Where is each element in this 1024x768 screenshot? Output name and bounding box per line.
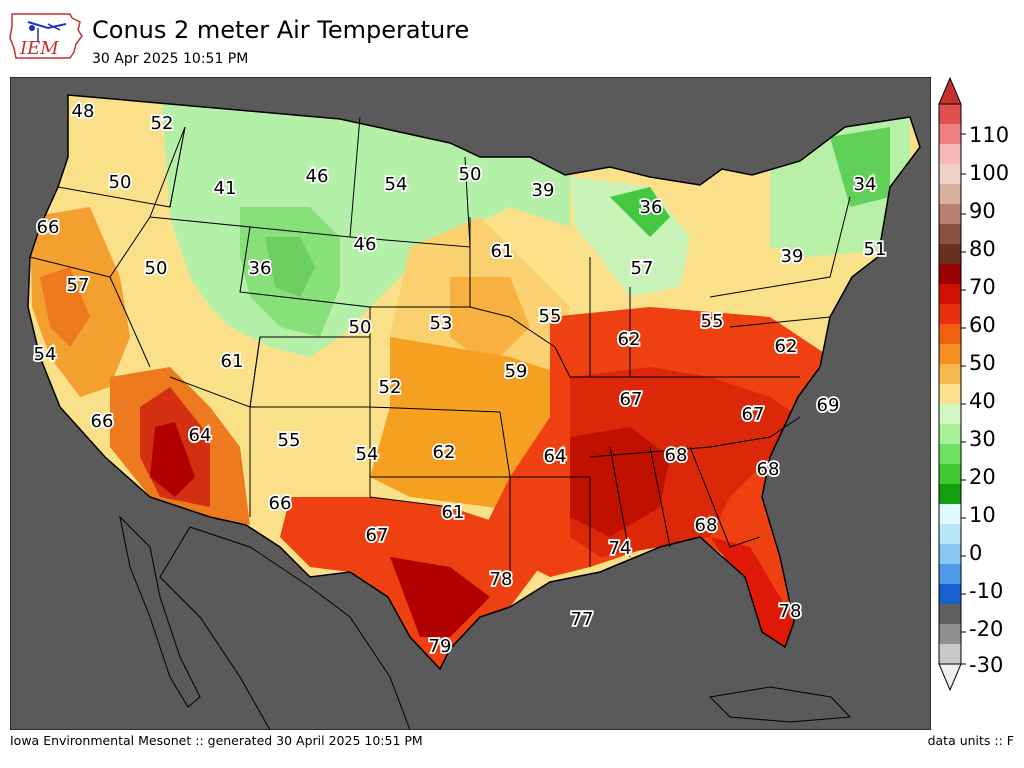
station-value: 48 bbox=[72, 101, 95, 122]
colorbar-tick: 110 bbox=[969, 123, 1009, 147]
station-value: 53 bbox=[430, 313, 453, 334]
station-value: 68 bbox=[665, 445, 688, 466]
station-value: 68 bbox=[695, 515, 718, 536]
station-value: 74 bbox=[609, 538, 632, 559]
temperature-colorbar: 110 100 90 80 70 60 50 40 30 20 10 0 -10… bbox=[938, 76, 1009, 692]
station-value: 57 bbox=[631, 258, 654, 279]
colorbar-tick: -20 bbox=[969, 617, 1003, 641]
station-value: 67 bbox=[366, 525, 389, 546]
station-value: 34 bbox=[854, 174, 877, 195]
station-value: 57 bbox=[67, 275, 90, 296]
station-value: 78 bbox=[490, 569, 513, 590]
station-value: 66 bbox=[37, 217, 60, 238]
station-value: 61 bbox=[442, 502, 465, 523]
iem-logo: IEM bbox=[9, 13, 83, 59]
colorbar-tick: 0 bbox=[969, 541, 982, 565]
station-value: 77 bbox=[571, 609, 594, 630]
station-value: 54 bbox=[356, 444, 379, 465]
station-value: 67 bbox=[620, 389, 643, 410]
station-value: 46 bbox=[306, 166, 329, 187]
map-timestamp: 30 Apr 2025 10:51 PM bbox=[92, 51, 249, 67]
station-value-labels: 48 52 50 41 46 54 50 39 36 34 66 57 50 3… bbox=[32, 99, 888, 659]
station-value: 52 bbox=[151, 113, 174, 134]
station-value: 64 bbox=[544, 446, 567, 467]
station-value: 55 bbox=[539, 306, 562, 327]
station-value: 78 bbox=[779, 601, 802, 622]
station-value: 50 bbox=[349, 317, 372, 338]
colorbar-tick: 20 bbox=[969, 465, 996, 489]
colorbar-tick: 80 bbox=[969, 237, 996, 261]
station-value: 62 bbox=[433, 442, 456, 463]
station-value: 54 bbox=[34, 344, 57, 365]
colorbar-tick: 10 bbox=[969, 503, 996, 527]
station-value: 54 bbox=[385, 174, 408, 195]
colorbar-tick: -30 bbox=[969, 653, 1003, 677]
station-value: 50 bbox=[145, 258, 168, 279]
colorbar-tick: 100 bbox=[969, 161, 1009, 185]
station-value: 64 bbox=[189, 425, 212, 446]
map-title: Conus 2 meter Air Temperature bbox=[92, 16, 470, 44]
station-value: 39 bbox=[532, 180, 555, 201]
station-value: 59 bbox=[505, 361, 528, 382]
logo-text: IEM bbox=[19, 38, 59, 59]
station-value: 79 bbox=[429, 636, 452, 657]
station-value: 36 bbox=[249, 258, 272, 279]
station-value: 62 bbox=[618, 329, 641, 350]
footer-units: data units :: F bbox=[927, 733, 1014, 748]
station-value: 52 bbox=[379, 377, 402, 398]
station-value: 50 bbox=[459, 164, 482, 185]
temperature-map: 48 52 50 41 46 54 50 39 36 34 66 57 50 3… bbox=[10, 77, 931, 730]
station-value: 50 bbox=[109, 172, 132, 193]
footer-credit: Iowa Environmental Mesonet :: generated … bbox=[10, 733, 423, 748]
station-value: 68 bbox=[757, 459, 780, 480]
station-value: 66 bbox=[91, 411, 114, 432]
colorbar-tick: -10 bbox=[969, 579, 1003, 603]
station-value: 55 bbox=[278, 430, 301, 451]
state-borders bbox=[29, 116, 851, 577]
station-value: 69 bbox=[817, 395, 840, 416]
colorbar-tick: 40 bbox=[969, 389, 996, 413]
station-value: 41 bbox=[214, 178, 237, 199]
station-value: 66 bbox=[269, 493, 292, 514]
station-value: 61 bbox=[491, 241, 514, 262]
colorbar-tick-labels: 110 100 90 80 70 60 50 40 30 20 10 0 -10… bbox=[969, 123, 1009, 677]
station-value: 61 bbox=[221, 351, 244, 372]
colorbar-tick: 60 bbox=[969, 313, 996, 337]
station-value: 51 bbox=[864, 239, 887, 260]
colorbar-tick: 90 bbox=[969, 199, 996, 223]
station-value: 36 bbox=[640, 197, 663, 218]
colorbar-tick: 70 bbox=[969, 275, 996, 299]
station-value: 62 bbox=[775, 336, 798, 357]
station-value: 55 bbox=[701, 311, 724, 332]
station-value: 46 bbox=[354, 234, 377, 255]
colorbar-tick: 50 bbox=[969, 351, 996, 375]
station-value: 39 bbox=[781, 246, 804, 267]
colorbar-tick: 30 bbox=[969, 427, 996, 451]
station-value: 67 bbox=[742, 404, 765, 425]
